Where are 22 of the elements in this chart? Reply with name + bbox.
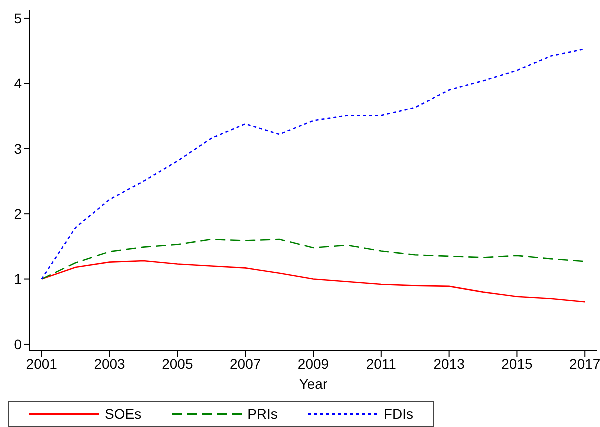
y-tick-label: 0 bbox=[14, 336, 22, 352]
x-tick-label: 2009 bbox=[298, 356, 330, 372]
x-tick-label: 2011 bbox=[366, 356, 397, 372]
x-tick-label: 2007 bbox=[230, 356, 262, 372]
y-tick-label: 1 bbox=[14, 271, 22, 288]
y-tick-label: 5 bbox=[14, 10, 22, 26]
x-tick-label: 2001 bbox=[26, 356, 58, 372]
line-series bbox=[41, 238, 586, 280]
legend-label: PRIs bbox=[248, 406, 278, 422]
line-series bbox=[41, 260, 586, 303]
x-tick-label: 2003 bbox=[94, 356, 126, 372]
x-tick-label: 2013 bbox=[434, 356, 466, 372]
legend-label: SOEs bbox=[105, 406, 142, 422]
legend-label: FDIs bbox=[384, 406, 414, 422]
x-tick-label: 2005 bbox=[162, 356, 194, 372]
y-tick-label: 3 bbox=[14, 140, 22, 157]
x-tick-label: 2017 bbox=[570, 356, 600, 372]
x-tick-label: 2015 bbox=[502, 356, 533, 372]
y-tick-label: 4 bbox=[14, 76, 22, 92]
x-axis-title: Year bbox=[299, 376, 328, 392]
line-series bbox=[41, 48, 586, 280]
y-tick-label: 2 bbox=[14, 206, 22, 222]
